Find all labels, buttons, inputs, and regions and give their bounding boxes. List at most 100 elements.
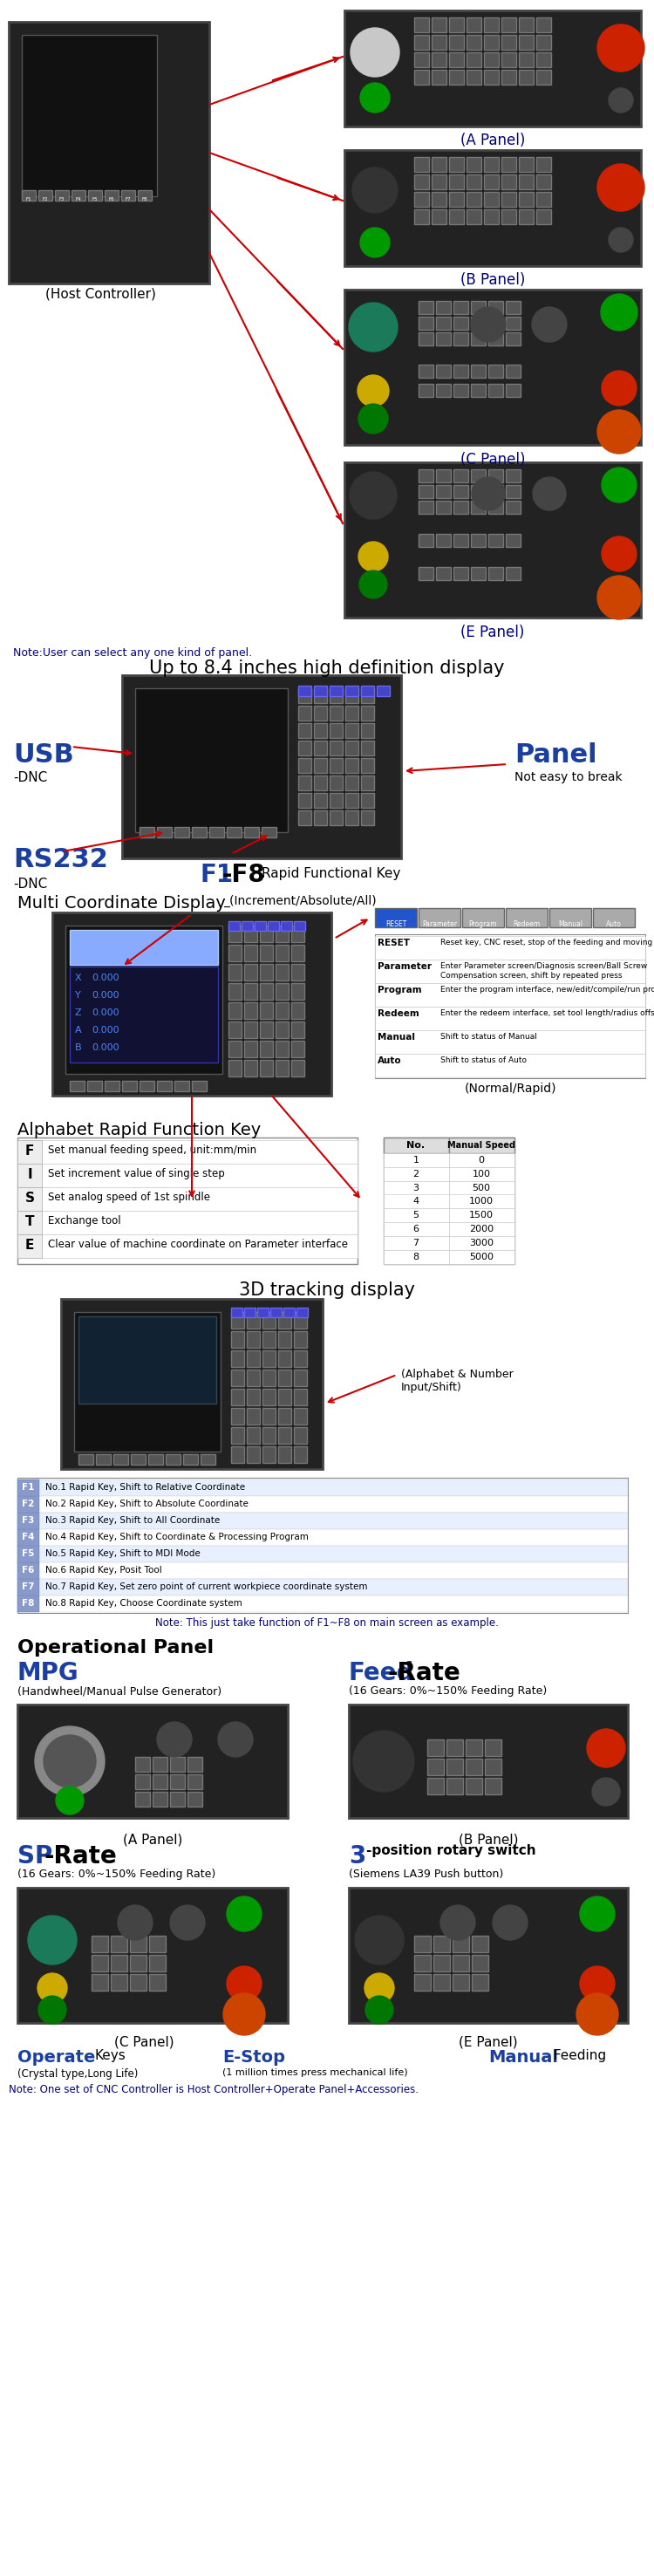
Bar [149, 1955, 165, 1971]
Bar [449, 36, 464, 49]
Bar [549, 909, 591, 927]
Bar [231, 1445, 244, 1463]
Bar [449, 1195, 515, 1208]
Bar [18, 1497, 628, 1512]
Bar [506, 533, 521, 546]
Bar [244, 1309, 256, 1316]
Bar [70, 930, 218, 966]
Text: 2: 2 [413, 1170, 419, 1177]
Bar [502, 193, 516, 206]
Bar [18, 1512, 39, 1530]
Text: Manual: Manual [558, 920, 583, 927]
Bar [453, 384, 468, 397]
Text: F5: F5 [22, 1548, 34, 1558]
Bar [361, 688, 374, 703]
Bar [489, 567, 503, 580]
Bar [472, 1935, 489, 1953]
Text: -position rotary switch: -position rotary switch [366, 1844, 536, 1857]
Bar [484, 209, 499, 224]
Bar [61, 1298, 322, 1468]
Bar [471, 317, 486, 330]
Bar [506, 366, 521, 379]
Bar [361, 757, 374, 773]
Bar [414, 52, 429, 67]
Circle shape [118, 1906, 152, 1940]
Bar [349, 1705, 628, 1819]
Bar [349, 1888, 628, 2022]
Bar [414, 18, 429, 33]
Bar [278, 1332, 291, 1347]
Bar [345, 793, 358, 809]
Bar [330, 757, 343, 773]
Bar [449, 1139, 515, 1154]
Text: 0: 0 [478, 1157, 485, 1164]
Circle shape [471, 307, 506, 343]
Text: 3000: 3000 [469, 1239, 494, 1247]
Bar [419, 500, 434, 513]
Text: (C Panel): (C Panel) [114, 2035, 174, 2048]
Circle shape [223, 1994, 265, 2035]
Bar [22, 191, 36, 201]
Bar [419, 567, 434, 580]
Bar [536, 175, 551, 188]
Bar [228, 1002, 241, 1020]
Bar [105, 1082, 120, 1092]
Bar [466, 18, 481, 33]
Bar [270, 1309, 282, 1316]
Text: B: B [75, 1043, 82, 1051]
Bar [201, 1455, 215, 1466]
Text: F3: F3 [22, 1517, 34, 1525]
Text: Auto: Auto [606, 920, 622, 927]
Bar [427, 1759, 444, 1775]
Text: Feeding: Feeding [549, 2048, 606, 2063]
Bar [247, 1370, 260, 1386]
Bar [485, 1777, 502, 1795]
Bar [18, 1164, 42, 1188]
Bar [466, 1759, 482, 1775]
Text: (Host Controller): (Host Controller) [45, 289, 156, 301]
Bar [139, 827, 154, 837]
Bar [447, 1759, 463, 1775]
Text: Set manual feeding speed, unit:mm/min: Set manual feeding speed, unit:mm/min [48, 1144, 256, 1157]
Text: (E Panel): (E Panel) [459, 2035, 518, 2048]
Bar [345, 685, 358, 696]
Bar [188, 1775, 202, 1790]
Bar [291, 925, 304, 943]
Bar [228, 925, 241, 943]
Text: F8: F8 [142, 198, 148, 201]
Text: (A Panel): (A Panel) [123, 1832, 182, 1847]
Bar [419, 909, 460, 927]
Bar [228, 963, 241, 981]
Circle shape [355, 1917, 404, 1965]
Bar [489, 366, 503, 379]
Bar [122, 675, 401, 858]
Text: F1: F1 [201, 863, 234, 886]
Circle shape [358, 404, 388, 433]
Bar [436, 317, 451, 330]
Circle shape [472, 477, 505, 510]
Text: No.6 Rapid Key, Posit Tool: No.6 Rapid Key, Posit Tool [45, 1566, 162, 1574]
Bar [471, 484, 486, 497]
Text: 0.000: 0.000 [92, 992, 119, 999]
Text: F5: F5 [92, 198, 98, 201]
Text: T: T [25, 1216, 34, 1229]
Bar [152, 1775, 167, 1790]
Bar [345, 757, 358, 773]
Circle shape [580, 1896, 615, 1932]
Bar [434, 1955, 450, 1971]
Bar [294, 1445, 307, 1463]
Bar [52, 912, 332, 1095]
Bar [152, 1757, 167, 1772]
Bar [275, 1002, 288, 1020]
Bar [471, 366, 486, 379]
Circle shape [492, 1906, 528, 1940]
Circle shape [364, 1973, 394, 2004]
Bar [275, 1041, 288, 1056]
Bar [384, 1167, 449, 1180]
Bar [260, 1059, 273, 1077]
Bar [228, 1059, 241, 1077]
Text: 5: 5 [413, 1211, 419, 1218]
Bar [298, 742, 311, 755]
Text: Program: Program [469, 920, 497, 927]
Text: 0.000: 0.000 [92, 1007, 119, 1018]
